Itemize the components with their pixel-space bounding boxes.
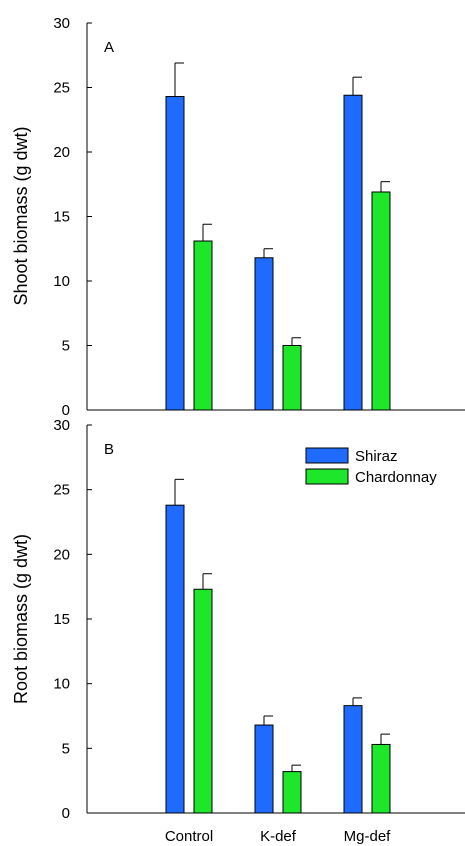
- panel-a-y-tick-label: 30: [53, 15, 70, 32]
- panel-a-y-ticks: 0 5 10 15 20 25 30: [53, 15, 92, 419]
- legend-label-chardonnay: Chardonnay: [355, 469, 437, 486]
- panel-a-bar-shiraz-control: [165, 96, 185, 411]
- panel-b-bar-chardonnay-mg-def: [371, 743, 391, 814]
- category-label-k-def: K-def: [260, 828, 297, 845]
- panel-b-bar-chardonnay-control: [193, 588, 213, 814]
- panel-b-y-tick-label: 10: [53, 676, 70, 693]
- panel-b-bar-shiraz-k-def: [254, 724, 274, 814]
- panel-b-bars: [165, 478, 391, 814]
- panel-a-bars: [165, 62, 391, 411]
- legend-swatch-chardonnay: [305, 468, 349, 485]
- panel-a-bar-chardonnay-control: [193, 240, 213, 411]
- panel-a-bar-shiraz-mg-def: [343, 94, 363, 411]
- panel-b-y-tick-label: 30: [53, 417, 70, 434]
- panel-a-shoot-biomass: A Shoot biomass (g dwt) 0 5 10 15 20 25 30: [11, 15, 465, 419]
- panel-b-y-ticks: 0 5 10 15 20 25 30: [53, 417, 92, 822]
- panel-a-bar-chardonnay-mg-def: [371, 191, 391, 411]
- panel-a-y-tick-label: 15: [53, 209, 70, 226]
- panel-b-y-tick-label: 5: [62, 740, 70, 757]
- panel-b-bar-shiraz-control: [165, 504, 185, 814]
- panel-a-y-tick-label: 0: [62, 402, 70, 419]
- legend-swatch-shiraz: [305, 447, 349, 464]
- panel-a-bar-shiraz-k-def: [254, 257, 274, 411]
- legend: Shiraz Chardonnay: [305, 447, 437, 486]
- panel-b-category-labels: Control K-def Mg-def: [165, 828, 391, 845]
- panel-b-y-tick-label: 20: [53, 546, 70, 563]
- panel-a-label: A: [104, 39, 114, 56]
- panel-a-bar-chardonnay-k-def: [282, 345, 302, 411]
- panel-b-y-tick-label: 25: [53, 482, 70, 499]
- panel-b-y-tick-label: 15: [53, 611, 70, 628]
- panel-a-y-tick-label: 25: [53, 80, 70, 97]
- category-label-control: Control: [165, 828, 213, 845]
- panel-a-y-tick-label: 10: [53, 273, 70, 290]
- legend-label-shiraz: Shiraz: [355, 448, 398, 465]
- panel-a-y-axis-title: Shoot biomass (g dwt): [11, 126, 31, 305]
- panel-b-label: B: [104, 441, 114, 458]
- panel-b-root-biomass: B Root biomass (g dwt) 0 5 10 15 20 25 30 Cont…: [11, 417, 465, 845]
- panel-b-y-tick-label: 0: [62, 805, 70, 822]
- panel-b-bar-shiraz-mg-def: [343, 705, 363, 814]
- panel-a-y-tick-label: 5: [62, 338, 70, 355]
- panel-b-bar-chardonnay-k-def: [282, 771, 302, 814]
- panel-a-y-tick-label: 20: [53, 144, 70, 161]
- panel-b-y-axis-title: Root biomass (g dwt): [11, 534, 31, 704]
- category-label-mg-def: Mg-def: [344, 828, 392, 845]
